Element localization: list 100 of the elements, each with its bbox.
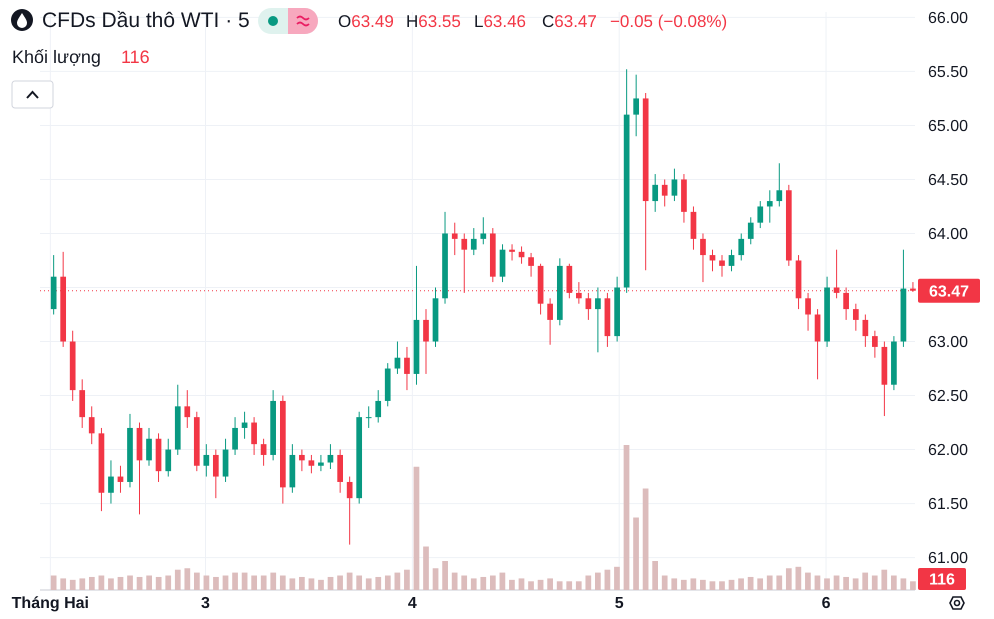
bar	[108, 578, 114, 590]
candlestick	[700, 232, 706, 283]
bar	[127, 576, 133, 590]
annotation: L63.46	[474, 12, 526, 31]
bar	[862, 572, 868, 590]
bar	[260, 576, 267, 590]
bar	[490, 576, 496, 590]
bar	[604, 570, 610, 590]
candlestick	[766, 190, 773, 224]
candlestick	[394, 341, 400, 374]
candlestick	[518, 246, 524, 264]
bar	[642, 488, 648, 590]
candlestick	[461, 232, 468, 294]
candlestick	[852, 303, 859, 332]
chart-title: Khối lượng	[12, 47, 101, 67]
bar	[900, 578, 906, 590]
y-tick-label: 62.50	[928, 388, 968, 406]
bar	[70, 580, 76, 590]
candlestick	[251, 416, 257, 456]
candlestick	[872, 330, 878, 358]
candlestick	[308, 454, 314, 474]
candlestick	[203, 444, 210, 478]
candlestick	[595, 286, 601, 353]
candlestick	[757, 200, 764, 229]
bar	[556, 581, 563, 590]
bar	[452, 572, 458, 590]
bar	[890, 576, 897, 590]
bar	[346, 572, 352, 590]
bar	[872, 576, 878, 590]
bar	[910, 581, 916, 590]
candlestick	[212, 449, 219, 499]
bar	[404, 570, 410, 590]
candlestick	[242, 411, 248, 440]
bar	[204, 576, 210, 590]
y-tick-label: 66.00	[928, 10, 968, 27]
candlestick	[547, 298, 553, 346]
bar	[60, 578, 66, 590]
bar	[213, 576, 219, 590]
bar	[805, 572, 811, 590]
bar	[843, 576, 849, 590]
y-tick-label: 65.50	[928, 64, 968, 82]
candlestick	[509, 244, 515, 261]
candlestick	[108, 460, 114, 504]
candlestick	[728, 249, 734, 272]
bar	[680, 580, 687, 590]
bar	[222, 576, 228, 590]
bar	[280, 576, 286, 590]
bar	[566, 581, 572, 590]
candlestick	[633, 74, 640, 137]
bar	[480, 576, 486, 590]
bar	[356, 576, 362, 590]
y-tick-label: 62.00	[928, 442, 968, 460]
y-tick-label: 63.00	[928, 334, 968, 352]
bar	[766, 576, 773, 590]
bar	[232, 572, 238, 590]
candlestick	[232, 416, 238, 456]
x-tick-label: 4	[408, 595, 417, 612]
candlestick	[423, 308, 429, 374]
bar	[719, 581, 725, 590]
bar	[470, 578, 477, 590]
ref-line-label: 63.47	[928, 283, 970, 300]
annotation: C63.47	[542, 12, 597, 31]
x-tick-label: 3	[201, 595, 210, 612]
bar	[624, 445, 630, 590]
bar	[270, 572, 276, 590]
bar	[757, 578, 764, 590]
candlestick	[346, 476, 353, 546]
bar	[518, 578, 524, 590]
bar	[814, 576, 820, 590]
candlestick	[480, 216, 486, 245]
bar	[394, 572, 400, 590]
bar	[547, 578, 553, 590]
candlestick	[672, 168, 678, 202]
x-tick-label: 6	[822, 595, 831, 612]
bar	[852, 578, 859, 590]
candlestick	[776, 162, 782, 207]
bar	[432, 568, 438, 590]
annotation: 116	[121, 47, 150, 67]
y-tick-label: 61.00	[928, 550, 968, 568]
candlestick	[528, 252, 534, 278]
bar	[795, 566, 802, 590]
candlestick	[738, 232, 744, 261]
candlestick	[710, 249, 716, 272]
y-tick-label: 61.50	[928, 496, 968, 514]
candlestick	[260, 438, 266, 466]
bar	[156, 576, 162, 590]
x-tick-label: 5	[614, 595, 624, 612]
candlestick	[586, 292, 592, 320]
candlestick	[862, 314, 868, 348]
bar	[184, 568, 190, 590]
bar	[595, 572, 601, 590]
chart-title: CFDs Dầu thô WTI · 5	[42, 9, 250, 32]
bar	[710, 581, 716, 590]
candlestick	[452, 222, 458, 256]
bar	[423, 546, 429, 590]
candlestick	[184, 390, 190, 428]
bar	[881, 570, 888, 590]
bar	[165, 576, 172, 590]
text: 116	[929, 572, 956, 589]
bar	[748, 576, 754, 590]
